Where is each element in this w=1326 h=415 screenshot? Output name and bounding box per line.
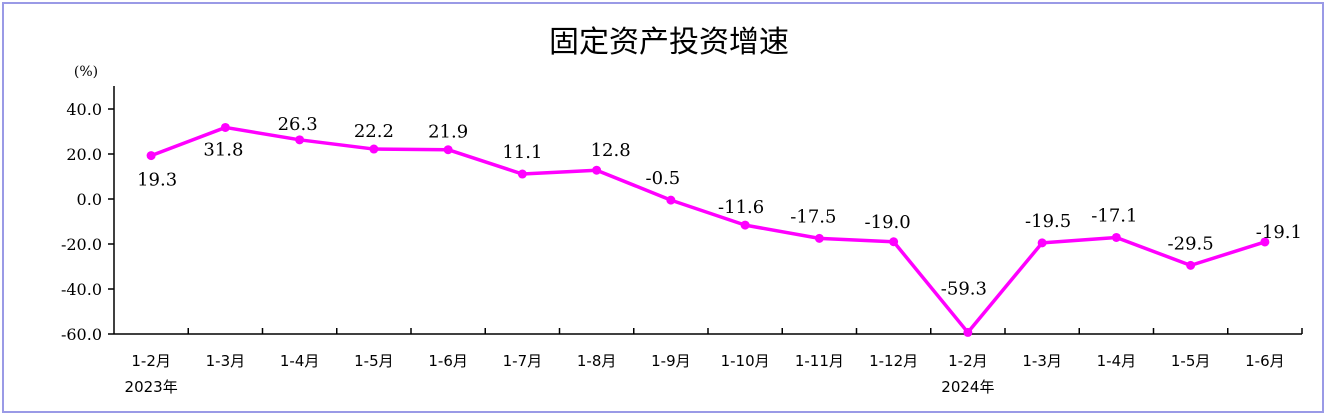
x-tick-label: 1-6月 (428, 352, 468, 370)
x-tick-label: 1-2月 (131, 352, 171, 370)
x-tick-label: 1-3月 (206, 352, 246, 370)
data-point (369, 144, 379, 154)
x-tick-label: 1-6月 (1245, 352, 1285, 370)
data-point (146, 151, 156, 161)
data-labels: 19.3 31.8 26.3 22.2 21.9 11.1 12.8 -0.5 -11.6 -17… (137, 114, 1302, 300)
x-tick-label: 1-2月 (948, 352, 988, 370)
data-point (889, 237, 899, 247)
x-tick-label: 1-8月 (577, 352, 617, 370)
x-tick-label: 1-3月 (1022, 352, 1062, 370)
x-tick-label: 1-4月 (1097, 352, 1137, 370)
data-label: -17.1 (1091, 205, 1137, 226)
axis-ticks (108, 108, 1303, 335)
year-label: 2024年 (941, 378, 994, 396)
x-tick-label: 1-10月 (721, 352, 770, 370)
data-label: -19.1 (1256, 222, 1302, 243)
x-tick-label: 1-5月 (1171, 352, 1211, 370)
data-point (963, 327, 973, 337)
unit-label: (%) (74, 64, 98, 80)
data-label: -11.6 (718, 197, 764, 218)
data-label: 26.3 (278, 114, 318, 135)
y-tick-label: -20.0 (61, 235, 102, 254)
data-point (814, 233, 824, 243)
data-point (517, 169, 527, 179)
data-label: -19.5 (1025, 211, 1071, 232)
chart-title: 固定资产投资增速 (549, 25, 789, 60)
y-tick-label: -40.0 (61, 280, 102, 299)
data-point (740, 220, 750, 230)
data-label: 31.8 (203, 139, 243, 160)
x-tick-label: 1-12月 (869, 352, 918, 370)
data-point (666, 195, 676, 205)
x-tick-label: 1-11月 (795, 352, 844, 370)
y-tick-label: 40.0 (66, 100, 102, 119)
y-tick-label: 0.0 (77, 190, 102, 209)
y-tick-labels: 40.0 20.0 0.0 -20.0 -40.0 -60.0 (61, 100, 102, 344)
data-label: 21.9 (428, 122, 468, 143)
data-label: -0.5 (646, 168, 681, 189)
x-tick-labels: 1-2月 1-3月 1-4月 1-5月 1-6月 1-7月 1-8月 1-9月 1-10月 1-1… (125, 352, 1285, 396)
y-tick-label: 20.0 (66, 145, 102, 164)
data-point (295, 135, 305, 145)
data-label: -59.3 (941, 278, 987, 299)
data-label: -19.0 (865, 212, 911, 233)
data-point (220, 122, 230, 132)
data-point (1260, 237, 1270, 247)
series-group (146, 122, 1270, 337)
x-tick-label: 1-4月 (280, 352, 320, 370)
data-label: 19.3 (137, 170, 177, 191)
data-label: 11.1 (502, 142, 542, 163)
data-point (443, 145, 453, 155)
x-tick-label: 1-9月 (651, 352, 691, 370)
data-label: -29.5 (1168, 233, 1214, 254)
data-label: 12.8 (591, 140, 631, 161)
data-point (592, 165, 602, 175)
line-chart: 固定资产投资增速 (%) 40.020.00.0-20.0-40.0-60.0 … (61, 25, 1303, 396)
year-label: 2023年 (125, 378, 178, 396)
x-tick-label: 1-7月 (503, 352, 543, 370)
x-tick-label: 1-5月 (354, 352, 394, 370)
series-line (150, 125, 1266, 335)
data-label: 22.2 (354, 121, 394, 142)
data-label: -17.5 (790, 206, 836, 227)
data-point (1037, 238, 1047, 248)
data-point (1186, 260, 1196, 270)
y-tick-label: -60.0 (61, 325, 102, 344)
data-point (1111, 232, 1121, 242)
